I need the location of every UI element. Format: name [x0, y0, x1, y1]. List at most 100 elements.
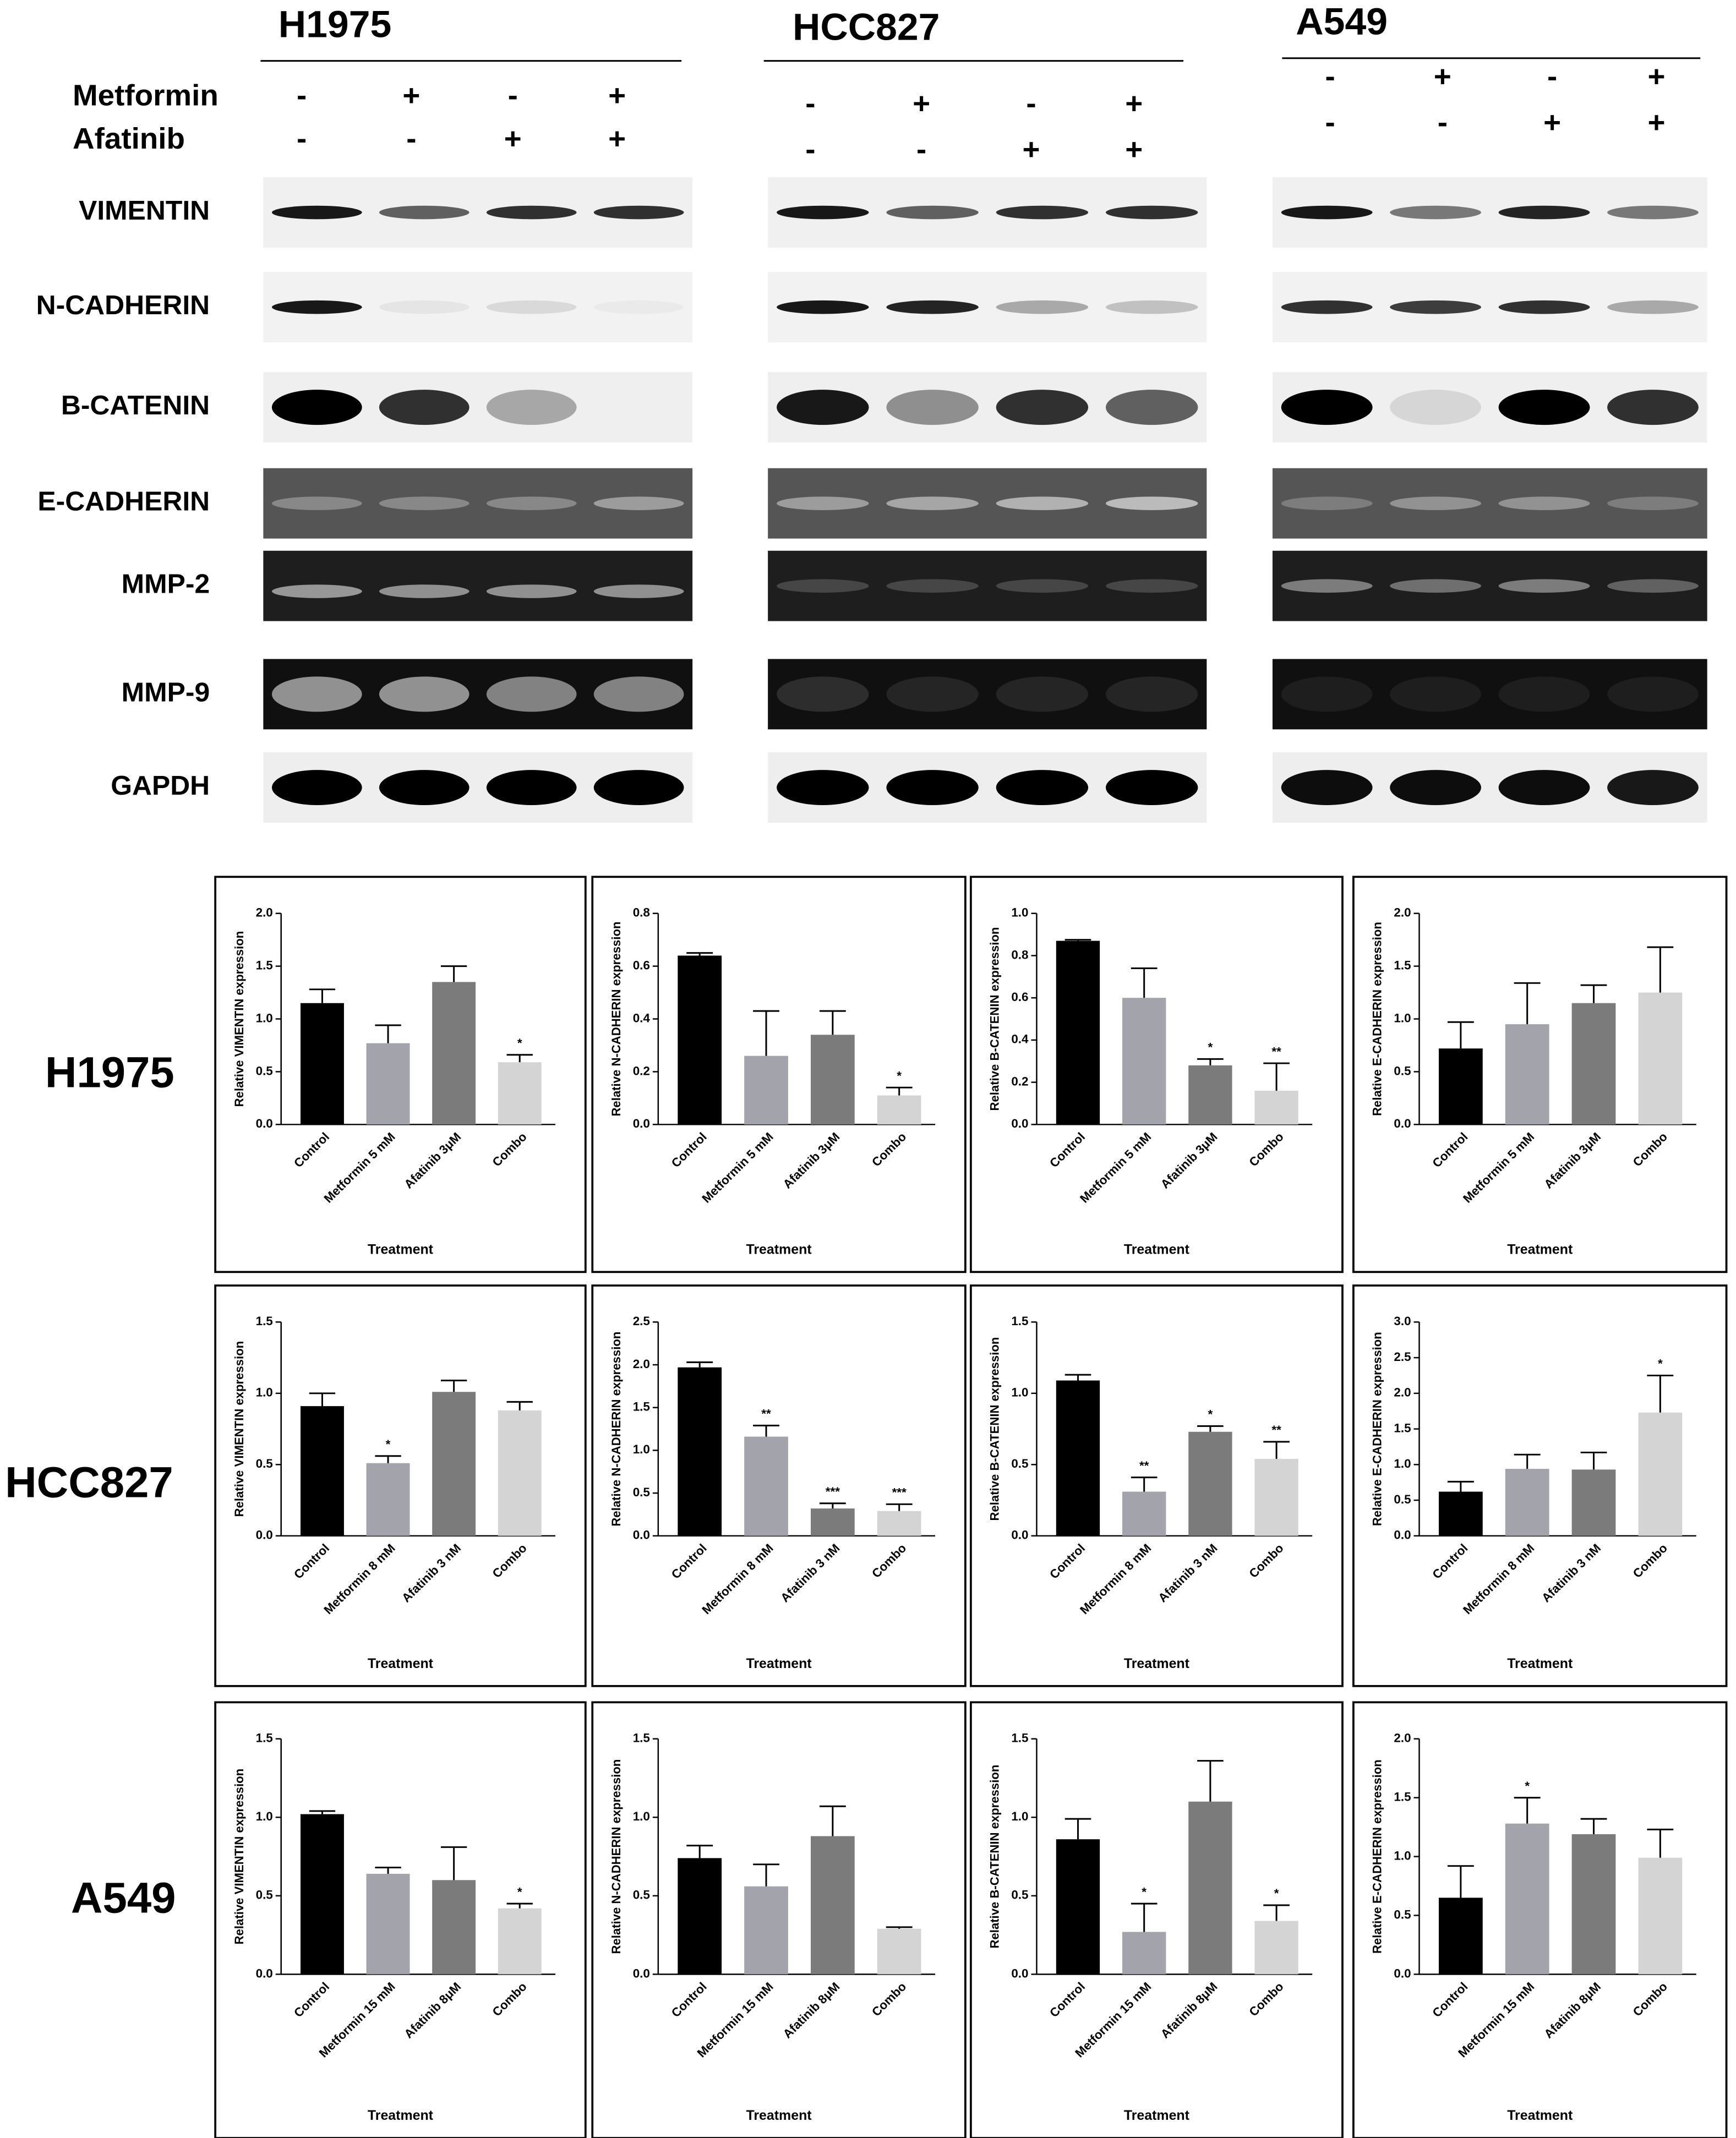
- x-axis-label: Treatment: [1124, 1656, 1189, 1671]
- blot-band: [886, 676, 979, 712]
- bar: [810, 1836, 855, 1975]
- bar: [1571, 1469, 1616, 1536]
- y-axis-label: Relative E-CADHERIN expression: [1371, 922, 1384, 1116]
- significance: *: [386, 1437, 391, 1451]
- blot-band: [777, 496, 869, 510]
- x-tick-label: Metformin 8 mM: [1077, 1541, 1154, 1617]
- y-tick-label: 1.0: [1394, 1457, 1411, 1470]
- bar: [1056, 1839, 1100, 1975]
- x-tick-label: Combo: [1246, 1541, 1286, 1581]
- blot-band: [1105, 579, 1198, 593]
- y-tick-label: 0.0: [1394, 1117, 1411, 1130]
- x-axis-label: Treatment: [746, 1656, 812, 1671]
- treatment-label: Metformin: [73, 79, 219, 112]
- x-tick-label: Combo: [1246, 1130, 1286, 1169]
- blot-band: [486, 300, 577, 314]
- blot-panel: [1272, 468, 1707, 539]
- blot-band: [1281, 205, 1373, 220]
- y-tick-label: 1.0: [1394, 1011, 1411, 1025]
- x-tick-label: Control: [669, 1130, 709, 1170]
- x-tick-label: Afatinib 3μM: [401, 1130, 463, 1191]
- blot-band: [1498, 676, 1590, 712]
- chart-frame: [214, 1284, 587, 1687]
- x-tick-label: Combo: [1630, 1130, 1670, 1169]
- protein-label: VIMENTIN: [79, 195, 210, 226]
- y-tick-label: 0.5: [1394, 1492, 1411, 1506]
- x-tick-label: Combo: [869, 1980, 909, 2019]
- bar: [1188, 1801, 1232, 1975]
- x-axis-label: Treatment: [1124, 1243, 1189, 1257]
- x-tick-label: Afatinib 3μM: [1541, 1130, 1603, 1191]
- blot-band: [379, 584, 470, 598]
- cell-line-title: HCC827: [793, 6, 940, 48]
- blot-band: [593, 770, 684, 806]
- y-tick-label: 1.5: [1394, 959, 1411, 972]
- x-tick-label: Afatinib 3μM: [1158, 1130, 1220, 1191]
- blot-band: [1607, 205, 1699, 220]
- x-tick-label: Afatinib 3 nM: [1539, 1541, 1603, 1605]
- bar: [1438, 1898, 1483, 1975]
- treatment-label: Afatinib: [73, 122, 185, 155]
- significance: ***: [892, 1486, 907, 1500]
- bar: [1056, 1380, 1100, 1536]
- blot-band: [593, 676, 684, 712]
- blot-band: [379, 205, 470, 220]
- protein-label: B-CATENIN: [61, 390, 210, 420]
- treatment-sign: +: [1434, 59, 1451, 93]
- bar: [1638, 1857, 1683, 1975]
- y-tick-label: 0.5: [256, 1888, 273, 1902]
- treatment-sign: +: [608, 79, 626, 112]
- blot-band: [1498, 496, 1590, 510]
- significance: **: [1271, 1045, 1281, 1058]
- bar: [1056, 940, 1100, 1125]
- blot-band: [996, 390, 1089, 425]
- bar: [432, 982, 476, 1125]
- x-tick-label: Afatinib 8μM: [1158, 1980, 1220, 2041]
- x-tick-label: Metformin 5 mM: [1460, 1130, 1537, 1205]
- bar: [744, 1886, 788, 1975]
- blot-band: [593, 205, 684, 220]
- x-tick-label: Control: [291, 1130, 332, 1170]
- bar: [744, 1056, 788, 1125]
- y-tick-label: 0.4: [1011, 1032, 1029, 1046]
- blot-band: [1281, 579, 1373, 593]
- treatment-sign: -: [508, 79, 518, 112]
- x-axis-label: Treatment: [1507, 1243, 1573, 1257]
- blot-band: [1390, 205, 1482, 220]
- y-tick-label: 2.5: [1394, 1350, 1411, 1364]
- bar: [1438, 1491, 1483, 1536]
- row-label: A549: [71, 1873, 176, 1922]
- treatment-sign: -: [1026, 86, 1036, 120]
- treatment-sign: -: [1547, 59, 1557, 93]
- blot-band: [996, 770, 1089, 806]
- bar: [300, 1814, 344, 1975]
- y-tick-label: 0.8: [1011, 948, 1028, 961]
- treatment-sign: +: [1125, 86, 1143, 120]
- blot-band: [593, 584, 684, 598]
- blot-band: [886, 579, 979, 593]
- bar: [1571, 1834, 1616, 1975]
- row-label: HCC827: [5, 1458, 173, 1506]
- treatment-sign: -: [406, 122, 416, 155]
- blot-band: [1498, 579, 1590, 593]
- y-tick-label: 1.5: [1011, 1731, 1028, 1745]
- y-axis-label: Relative N-CADHERIN expression: [609, 1332, 623, 1527]
- bar: [498, 1908, 542, 1975]
- y-tick-label: 1.5: [1011, 1314, 1028, 1328]
- blot-band: [777, 676, 869, 712]
- treatment-sign: -: [297, 79, 307, 112]
- bar: [744, 1436, 788, 1536]
- blot-band: [271, 676, 362, 712]
- y-tick-label: 0.5: [1011, 1888, 1028, 1902]
- y-tick-label: 0.5: [256, 1064, 273, 1078]
- blot-band: [379, 496, 470, 510]
- y-axis-label: Relative E-CADHERIN expression: [1371, 1332, 1384, 1526]
- bar: [366, 1463, 410, 1536]
- y-tick-label: 0.5: [1394, 1908, 1411, 1922]
- x-tick-label: Afatinib 8μM: [780, 1980, 843, 2041]
- blot-band: [1105, 300, 1198, 314]
- y-tick-label: 0.5: [1394, 1064, 1411, 1078]
- x-tick-label: Control: [1047, 1541, 1088, 1582]
- y-tick-label: 1.0: [256, 1809, 273, 1823]
- significance: **: [1139, 1459, 1149, 1473]
